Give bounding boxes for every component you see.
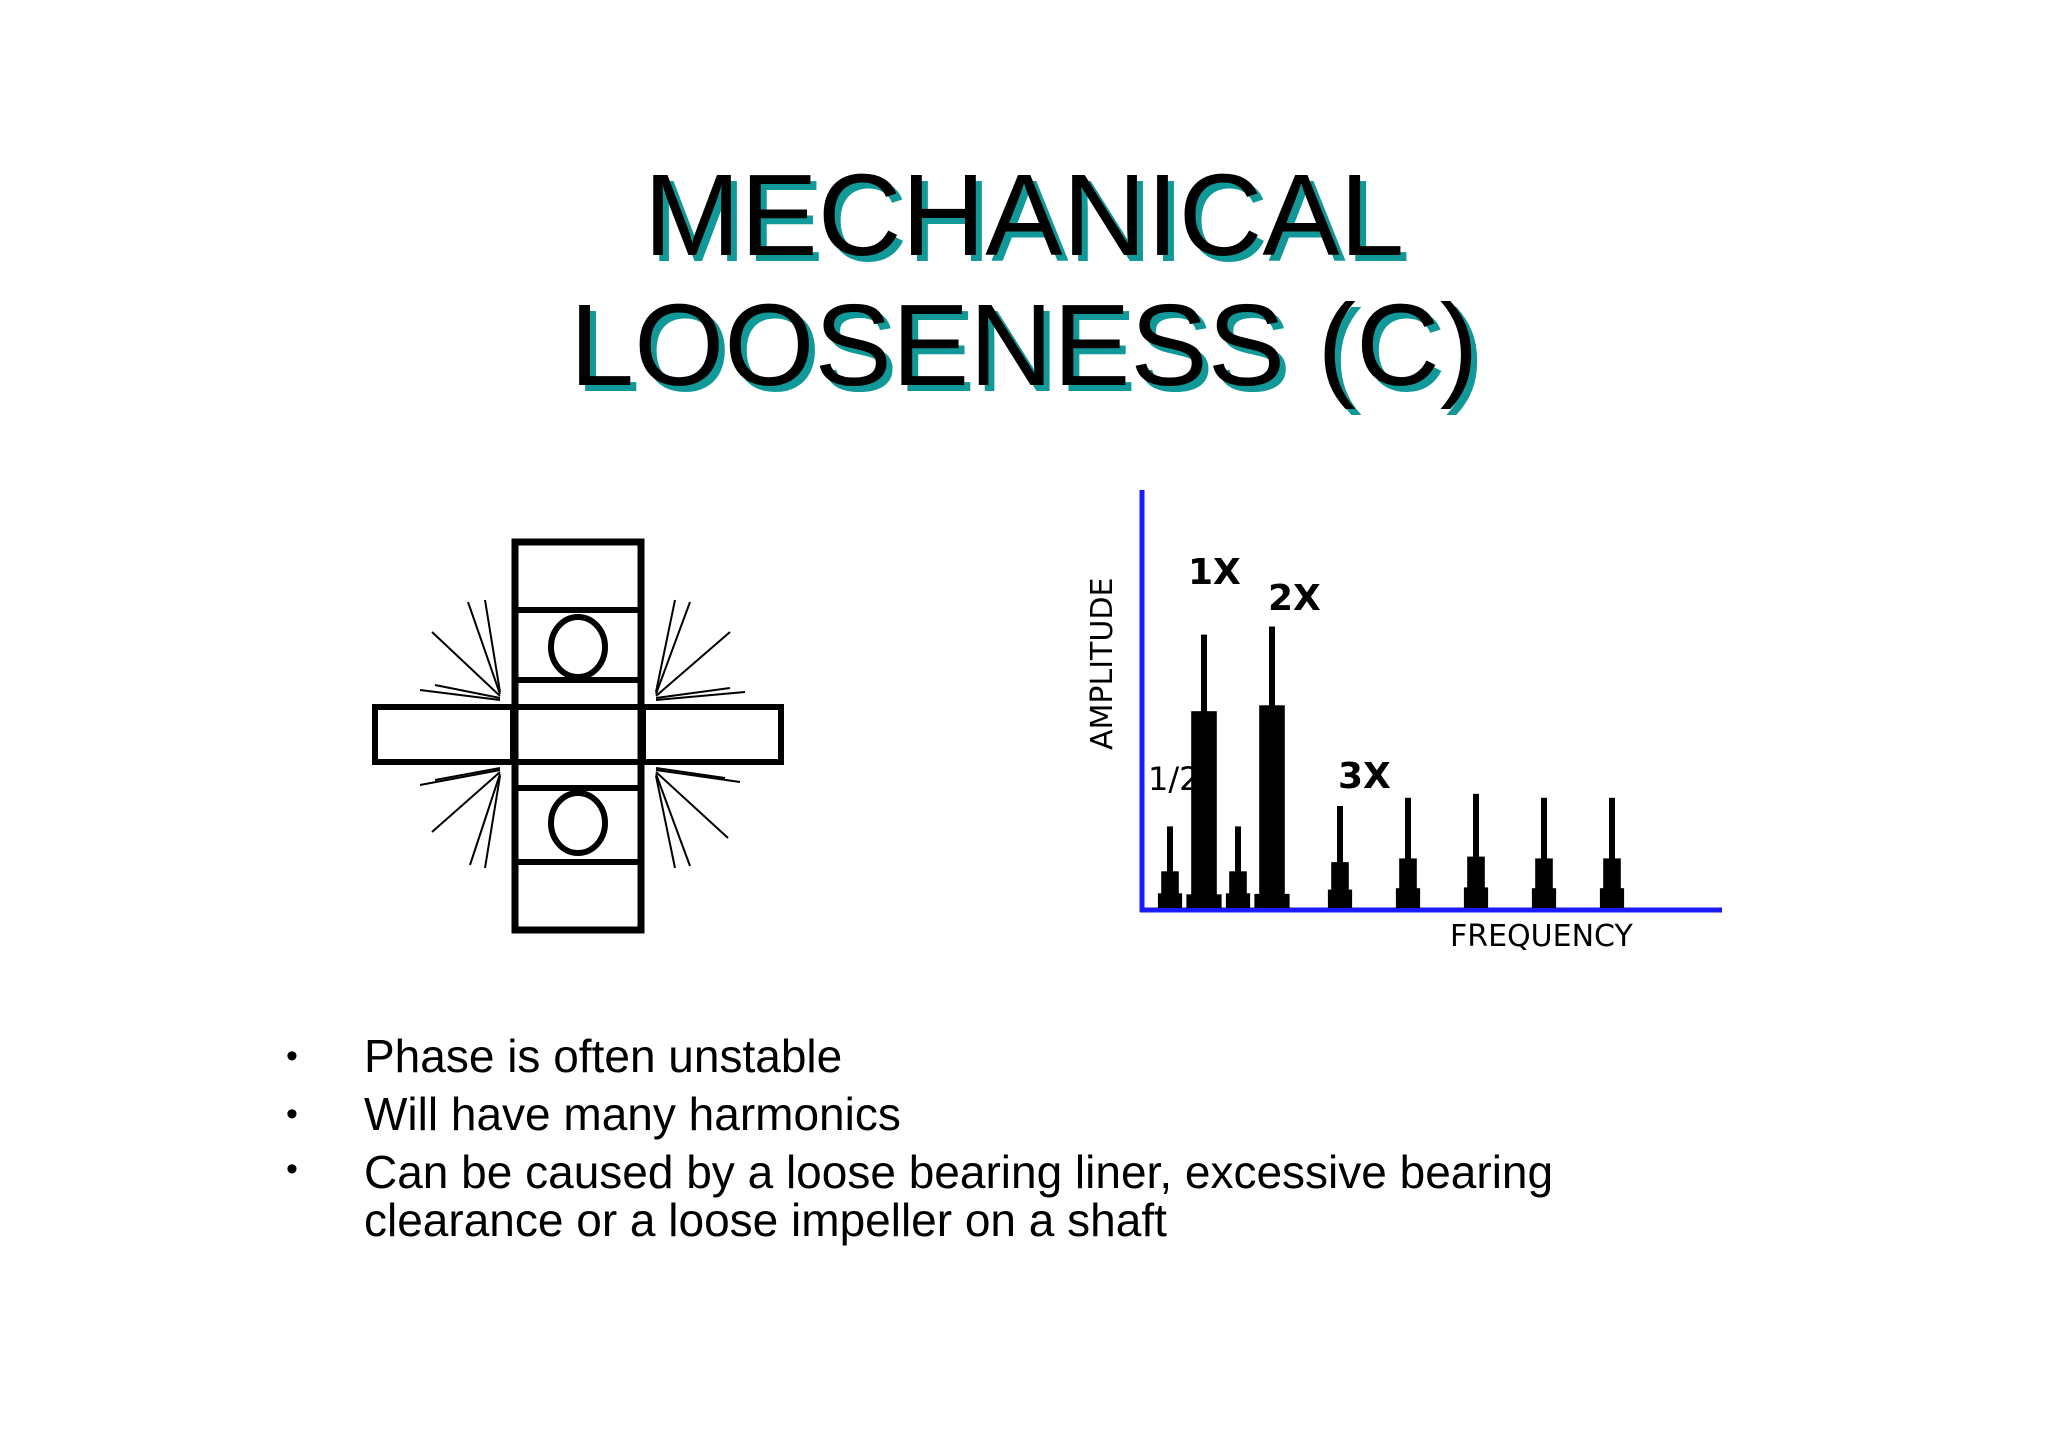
spectrum-peak <box>1254 626 1290 908</box>
spectrum-peak <box>1186 634 1222 908</box>
ball-bottom <box>548 790 608 856</box>
spectrum-chart: AMPLITUDE FREQUENCY 1/2 1X 2X 3X <box>1085 490 1722 954</box>
spectrum-peak <box>1157 826 1183 908</box>
list-item: • Will have many harmonics <box>286 1085 1564 1143</box>
spectrum-peak <box>1531 797 1557 908</box>
shaft-left <box>372 704 516 765</box>
bullet-list: • Phase is often unstable • Will have ma… <box>286 1027 1564 1244</box>
spectrum-bars <box>1157 626 1625 908</box>
bullet-text: Will have many harmonics <box>364 1088 901 1140</box>
bullet-marker: • <box>286 1150 298 1188</box>
title-line-2: LOOSENESS (C) <box>569 280 1479 410</box>
label-1x: 1X <box>1188 552 1241 593</box>
spectrum-peak <box>1327 806 1353 908</box>
slide-title: MECHANICAL LOOSENESS (C) <box>0 150 2048 410</box>
vibration-lines <box>419 599 746 869</box>
bullet-text: Can be caused by a loose bearing liner, … <box>364 1146 1554 1246</box>
label-2x: 2X <box>1268 578 1321 619</box>
bullet-text: Phase is often unstable <box>364 1030 843 1082</box>
y-axis-label: AMPLITUDE <box>1085 578 1120 750</box>
x-axis-label: FREQUENCY <box>1450 919 1633 954</box>
ball-top <box>548 614 608 680</box>
label-3x: 3X <box>1338 756 1391 797</box>
title-line-1: MECHANICAL <box>643 150 1405 280</box>
spectrum-peak <box>1463 793 1489 908</box>
list-item: • Can be caused by a loose bearing liner… <box>286 1143 1564 1244</box>
shaft-right <box>640 704 784 765</box>
bearing-housing <box>511 538 645 934</box>
list-item: • Phase is often unstable <box>286 1027 1564 1085</box>
label-half-x: 1/2 <box>1148 760 1200 798</box>
bullet-marker: • <box>286 1095 298 1133</box>
bullet-marker: • <box>286 1037 298 1075</box>
bearing-shaft-vibration-icon <box>372 538 784 934</box>
spectrum-peak <box>1225 826 1251 908</box>
spectrum-peak <box>1599 797 1625 908</box>
spectrum-peak <box>1395 797 1421 908</box>
